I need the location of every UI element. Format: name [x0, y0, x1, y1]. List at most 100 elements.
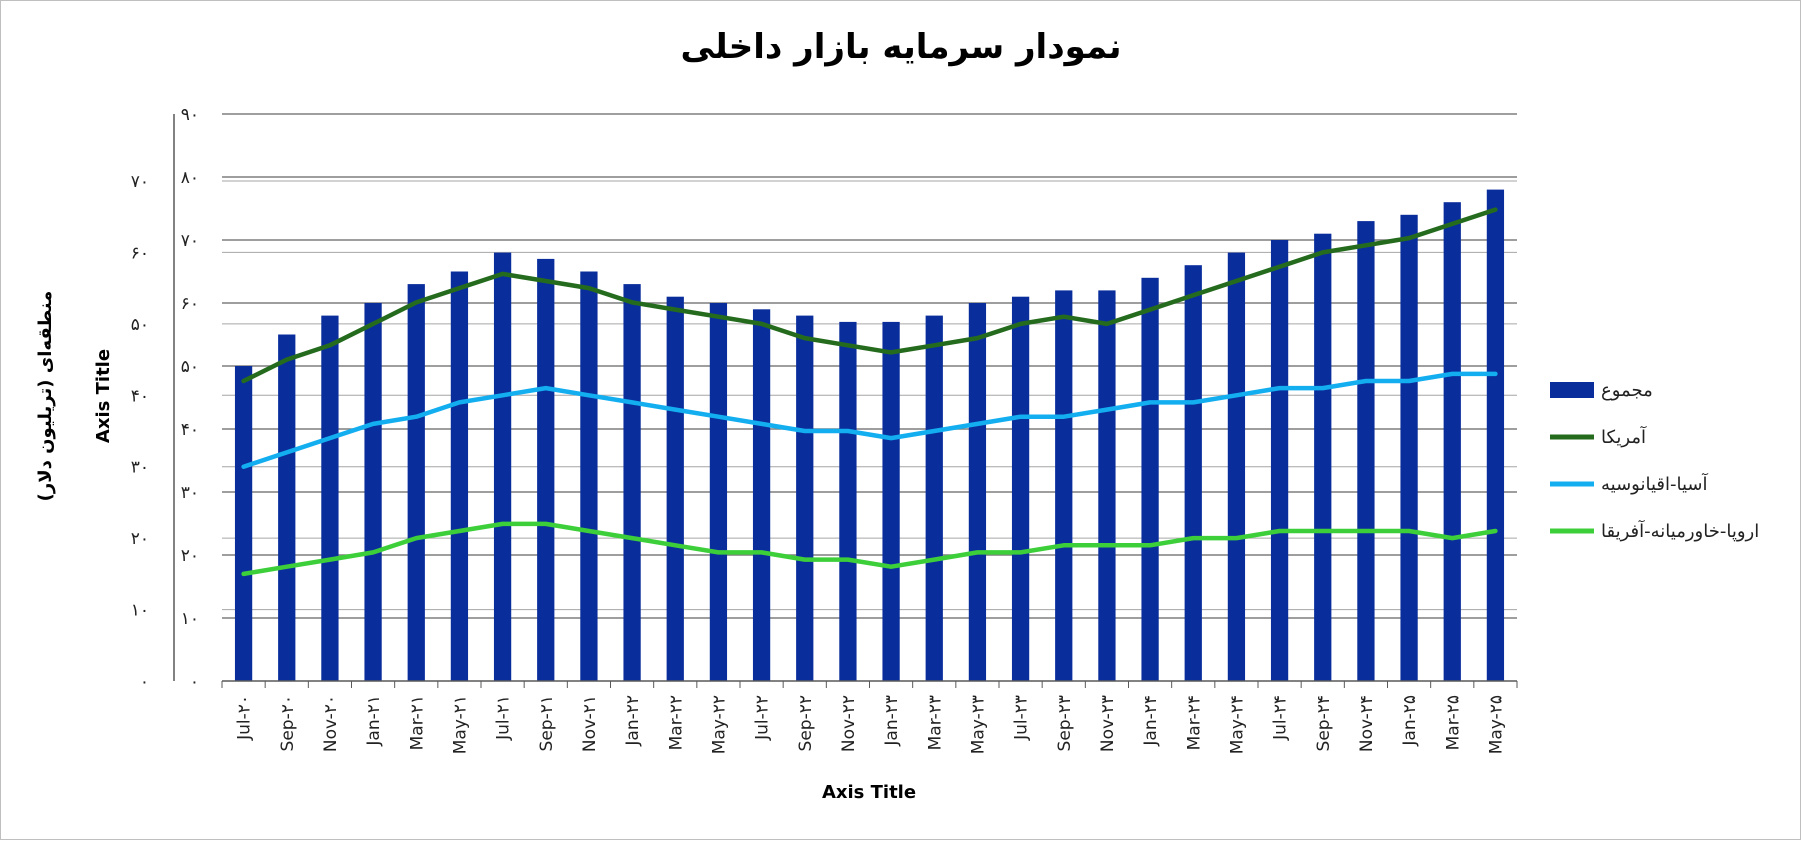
bar	[1227, 252, 1246, 681]
bar	[364, 303, 382, 681]
y2-axis-ticks: ۰ ۱۰ ۲۰ ۳۰ ۴۰ ۵۰ ۶۰ ۷۰	[131, 172, 149, 692]
x-tick-label: Mar-۲۱	[407, 695, 427, 750]
y2-tick-label: ۱۰	[131, 601, 149, 621]
y-tick-label: ۵۰	[181, 357, 199, 377]
y-axis-title: Axis Title	[93, 349, 114, 443]
series-line	[241, 207, 1498, 384]
chart-title: نمودار سرمایه بازار داخلی	[680, 27, 1121, 67]
x-tick-label: May-۲۳	[968, 695, 988, 754]
bar	[580, 271, 598, 681]
x-tick-label: Mar-۲۳	[925, 695, 945, 750]
y2-tick-label: ۳۰	[131, 458, 149, 478]
bar	[925, 315, 943, 681]
x-tick-label: Mar-۲۵	[1443, 695, 1463, 750]
series-line	[241, 371, 1498, 469]
x-tick-label: Nov-۲۳	[1098, 695, 1118, 752]
x-axis-title: Axis Title	[822, 782, 916, 803]
bar	[1055, 290, 1073, 681]
y-tick-label: ۳۰	[181, 483, 199, 503]
x-tick-label: Sep-۲۱	[537, 695, 557, 751]
bar	[1011, 296, 1030, 681]
x-tick-label: Jan-۲۴	[1141, 695, 1161, 747]
legend-label: آمریکا	[1601, 425, 1647, 448]
bar	[1314, 233, 1332, 681]
y-tick-label: ۱۰	[181, 609, 199, 629]
y-tick-label: ۶۰	[181, 294, 199, 314]
x-tick-label: Nov-۲۲	[839, 695, 859, 752]
axes	[173, 114, 1518, 688]
x-tick-label: Jan-۲۱	[364, 695, 384, 747]
y2-tick-label: ۰	[140, 672, 149, 692]
x-tick-label: Jul-۲۱	[494, 695, 514, 741]
x-tick-label: May-۲۱	[450, 695, 470, 754]
y-tick-label: ۸۰	[181, 168, 199, 188]
bar	[234, 366, 253, 681]
bar	[882, 321, 900, 681]
bar	[752, 309, 771, 681]
x-tick-label: Jan-۲۳	[882, 695, 902, 747]
line-series	[241, 207, 1498, 577]
bar	[407, 284, 425, 681]
y-tick-label: ۰	[190, 672, 199, 692]
bar	[1357, 221, 1375, 681]
bar	[1141, 277, 1159, 681]
bar	[709, 303, 728, 681]
x-tick-label: Nov-۲۱	[580, 695, 600, 752]
legend-label: آسیا-اقیانوسیه	[1601, 472, 1708, 495]
x-tick-label: Sep-۲۰	[278, 695, 298, 751]
bar	[1443, 202, 1461, 681]
bar	[1270, 240, 1289, 681]
y-tick-label: ۹۰	[181, 105, 199, 125]
x-tick-label: Jul-۲۰	[235, 695, 255, 741]
x-tick-label: Jul-۲۲	[753, 695, 773, 741]
x-tick-label: Jul-۲۴	[1271, 695, 1291, 741]
x-tick-label: Sep-۲۴	[1314, 695, 1334, 751]
bar	[493, 252, 512, 681]
y-axis-ticks: ۰ ۱۰ ۲۰ ۳۰ ۴۰ ۵۰ ۶۰ ۷۰ ۸۰ ۹۰	[181, 105, 199, 692]
bar	[450, 271, 469, 681]
x-tick-label: May-۲۲	[709, 695, 729, 754]
legend-label: مجموع	[1601, 380, 1653, 401]
series-line	[241, 521, 1498, 577]
x-tick-label: Jan-۲۵	[1400, 695, 1420, 747]
y-tick-label: ۷۰	[181, 231, 199, 251]
bar	[839, 321, 857, 681]
y-tick-label: ۲۰	[181, 546, 199, 566]
bar	[623, 284, 641, 681]
x-tick-label: Mar-۲۲	[666, 695, 686, 750]
bar	[1098, 290, 1116, 681]
legend: مجموع آمریکا آسیا-اقیانوسیه اروپا-خاورمیانه…	[1550, 380, 1759, 542]
x-tick-label: Sep-۲۲	[796, 695, 816, 751]
legend-label: اروپا-خاورمیانه-آفریقا	[1601, 519, 1759, 542]
bar	[1400, 214, 1418, 682]
bar	[321, 315, 339, 681]
y2-tick-label: ۷۰	[131, 172, 149, 192]
x-tick-label: May-۲۴	[1227, 695, 1247, 754]
y2-tick-label: ۶۰	[131, 243, 149, 263]
x-tick-label: Jan-۲۲	[623, 695, 643, 747]
bar	[796, 315, 814, 681]
gridlines	[222, 113, 1517, 619]
x-tick-label: Jul-۲۳	[1012, 695, 1032, 741]
y2-tick-label: ۵۰	[131, 315, 149, 335]
bar	[1486, 189, 1505, 681]
x-tick-label: Mar-۲۴	[1184, 695, 1204, 750]
y2-axis-title: منطقه‌ای (تریلیون دلار)	[35, 291, 56, 502]
bar	[537, 258, 555, 681]
bar	[278, 334, 296, 681]
bar-series	[234, 189, 1505, 682]
x-tick-label: May-۲۵	[1486, 695, 1506, 754]
legend-swatch	[1550, 382, 1594, 398]
y2-tick-label: ۴۰	[131, 386, 149, 406]
bar	[968, 303, 987, 681]
x-tick-label: Nov-۲۰	[321, 695, 341, 752]
y-tick-label: ۴۰	[181, 420, 199, 440]
x-tick-label: Nov-۲۴	[1357, 695, 1377, 752]
x-tick-label: Sep-۲۳	[1055, 695, 1075, 751]
bar	[666, 296, 684, 681]
y2-tick-label: ۲۰	[131, 529, 149, 549]
bar	[1184, 265, 1202, 681]
x-axis-ticks: Jul-۲۰ Sep-۲۰ Nov-۲۰ Jan-۲۱ Mar-۲۱ May-۲۱ Jul-…	[235, 695, 1507, 754]
